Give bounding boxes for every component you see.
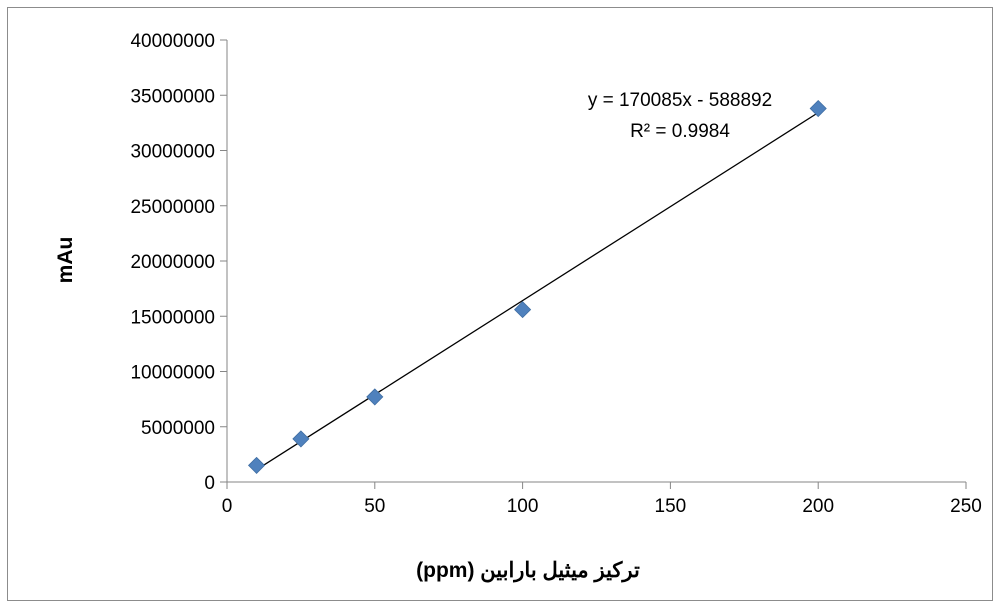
y-axis-title: mAu [54,237,77,284]
data-point [809,99,827,118]
y-tick-labels: 0 5000000 10000000 15000000 20000000 25000000… [130,31,215,494]
y-tick-label: 15000000 [130,307,215,328]
data-point [247,456,266,474]
y-tick-label: 40000000 [130,31,215,52]
data-point [514,301,532,319]
data-points [247,99,827,474]
data-point [292,430,310,448]
x-tick-label: 150 [655,496,687,517]
trendline [256,112,819,471]
y-tick-label: 35000000 [130,86,215,107]
y-tick-label: 10000000 [130,363,215,384]
y-tick-label: 30000000 [130,142,215,163]
trendline-equation: y = 170085x - 588892 [588,90,772,111]
y-tick-label: 25000000 [130,197,215,218]
x-tick-label: 0 [222,496,233,517]
x-axis [226,481,967,489]
trendline-r-squared: R² = 0.9984 [630,121,730,142]
x-tick-labels: 0 50 100 150 200 250 [222,496,982,517]
y-tick-label: 5000000 [141,418,215,439]
y-tick-label: 20000000 [130,252,215,273]
x-tick-label: 250 [950,496,982,517]
trendline-group [256,112,819,471]
chart-area [7,7,993,601]
data-point [366,388,384,406]
x-tick-label: 50 [364,496,385,517]
x-axis-title: تركيز ميثيل بارابين (ppm) [416,559,640,583]
y-axis [220,39,228,483]
x-tick-label: 200 [802,496,834,517]
y-tick-label: 0 [204,473,215,494]
x-tick-label: 100 [507,496,539,517]
